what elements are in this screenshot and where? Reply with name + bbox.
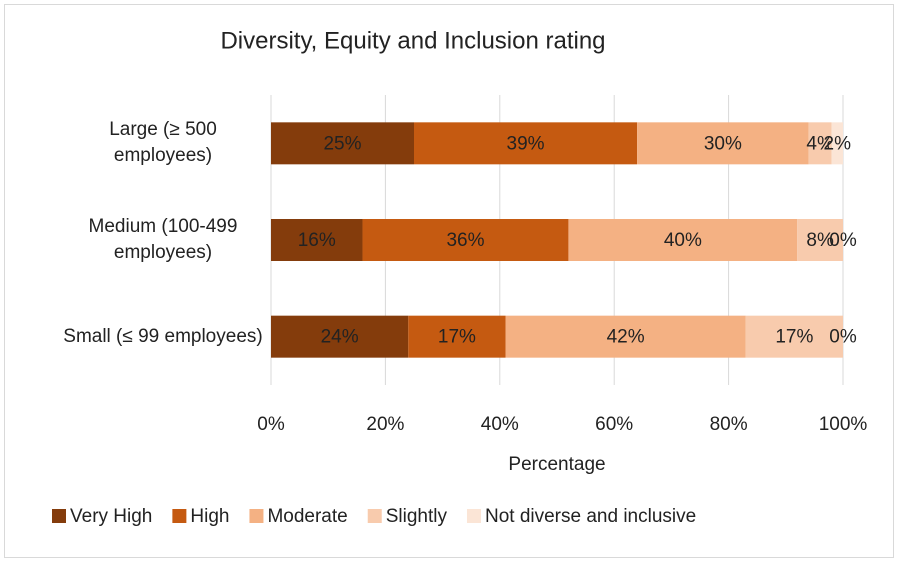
- bar-segment: [271, 315, 409, 358]
- x-tick-label: 60%: [595, 414, 633, 435]
- legend-label: Not diverse and inclusive: [485, 506, 696, 527]
- legend-swatch: [466, 509, 481, 523]
- data-label: 17%: [775, 327, 813, 348]
- bar-segment: [808, 122, 832, 165]
- legend-swatch: [172, 509, 187, 523]
- legend-swatch: [367, 509, 382, 523]
- bar-segment: [271, 219, 363, 261]
- y-tick-label: Small (≤ 99 employees): [63, 325, 263, 347]
- data-label: 24%: [321, 327, 359, 348]
- bar-segment: [408, 315, 506, 358]
- bar-segment: [505, 315, 746, 358]
- legend-label: High: [190, 506, 229, 527]
- data-label: 16%: [298, 230, 336, 251]
- bar-segment: [362, 219, 569, 261]
- y-tick-label: Medium (100-499 employees): [88, 216, 238, 263]
- bar-segment: [745, 315, 843, 358]
- data-label: 17%: [438, 327, 476, 348]
- bar-segment: [797, 219, 843, 261]
- bar-segment: [831, 122, 843, 165]
- data-label: 25%: [323, 133, 361, 154]
- data-label: 42%: [607, 327, 645, 348]
- data-label: 8%: [806, 230, 834, 251]
- legend-swatch: [249, 509, 264, 523]
- x-tick-label: 0%: [257, 414, 285, 435]
- data-label: 0%: [829, 230, 857, 251]
- legend-swatch: [52, 509, 66, 523]
- data-label: 39%: [507, 133, 545, 154]
- y-tick-label: Large (≥ 500 employees): [109, 119, 217, 167]
- legend-label: Very High: [70, 506, 152, 527]
- data-label: 4%: [806, 133, 834, 154]
- data-label: 30%: [704, 133, 742, 154]
- legend-label: Slightly: [386, 506, 448, 527]
- data-label: 36%: [446, 230, 484, 251]
- bar-segment: [271, 122, 414, 165]
- bar-segment: [637, 122, 809, 165]
- data-label: 40%: [664, 230, 702, 251]
- data-label: 0%: [829, 327, 857, 348]
- chart-border: [4, 4, 894, 558]
- x-tick-label: 80%: [710, 414, 748, 435]
- x-axis-title: Percentage: [508, 454, 605, 475]
- legend-label: Moderate: [267, 506, 347, 527]
- chart-title: Diversity, Equity and Inclusion rating: [220, 27, 605, 54]
- x-tick-label: 40%: [481, 414, 519, 435]
- x-tick-label: 20%: [366, 414, 404, 435]
- bar-segment: [568, 219, 798, 261]
- bar-segment: [414, 122, 638, 165]
- data-label: 2%: [824, 133, 852, 154]
- x-tick-label: 100%: [819, 414, 868, 435]
